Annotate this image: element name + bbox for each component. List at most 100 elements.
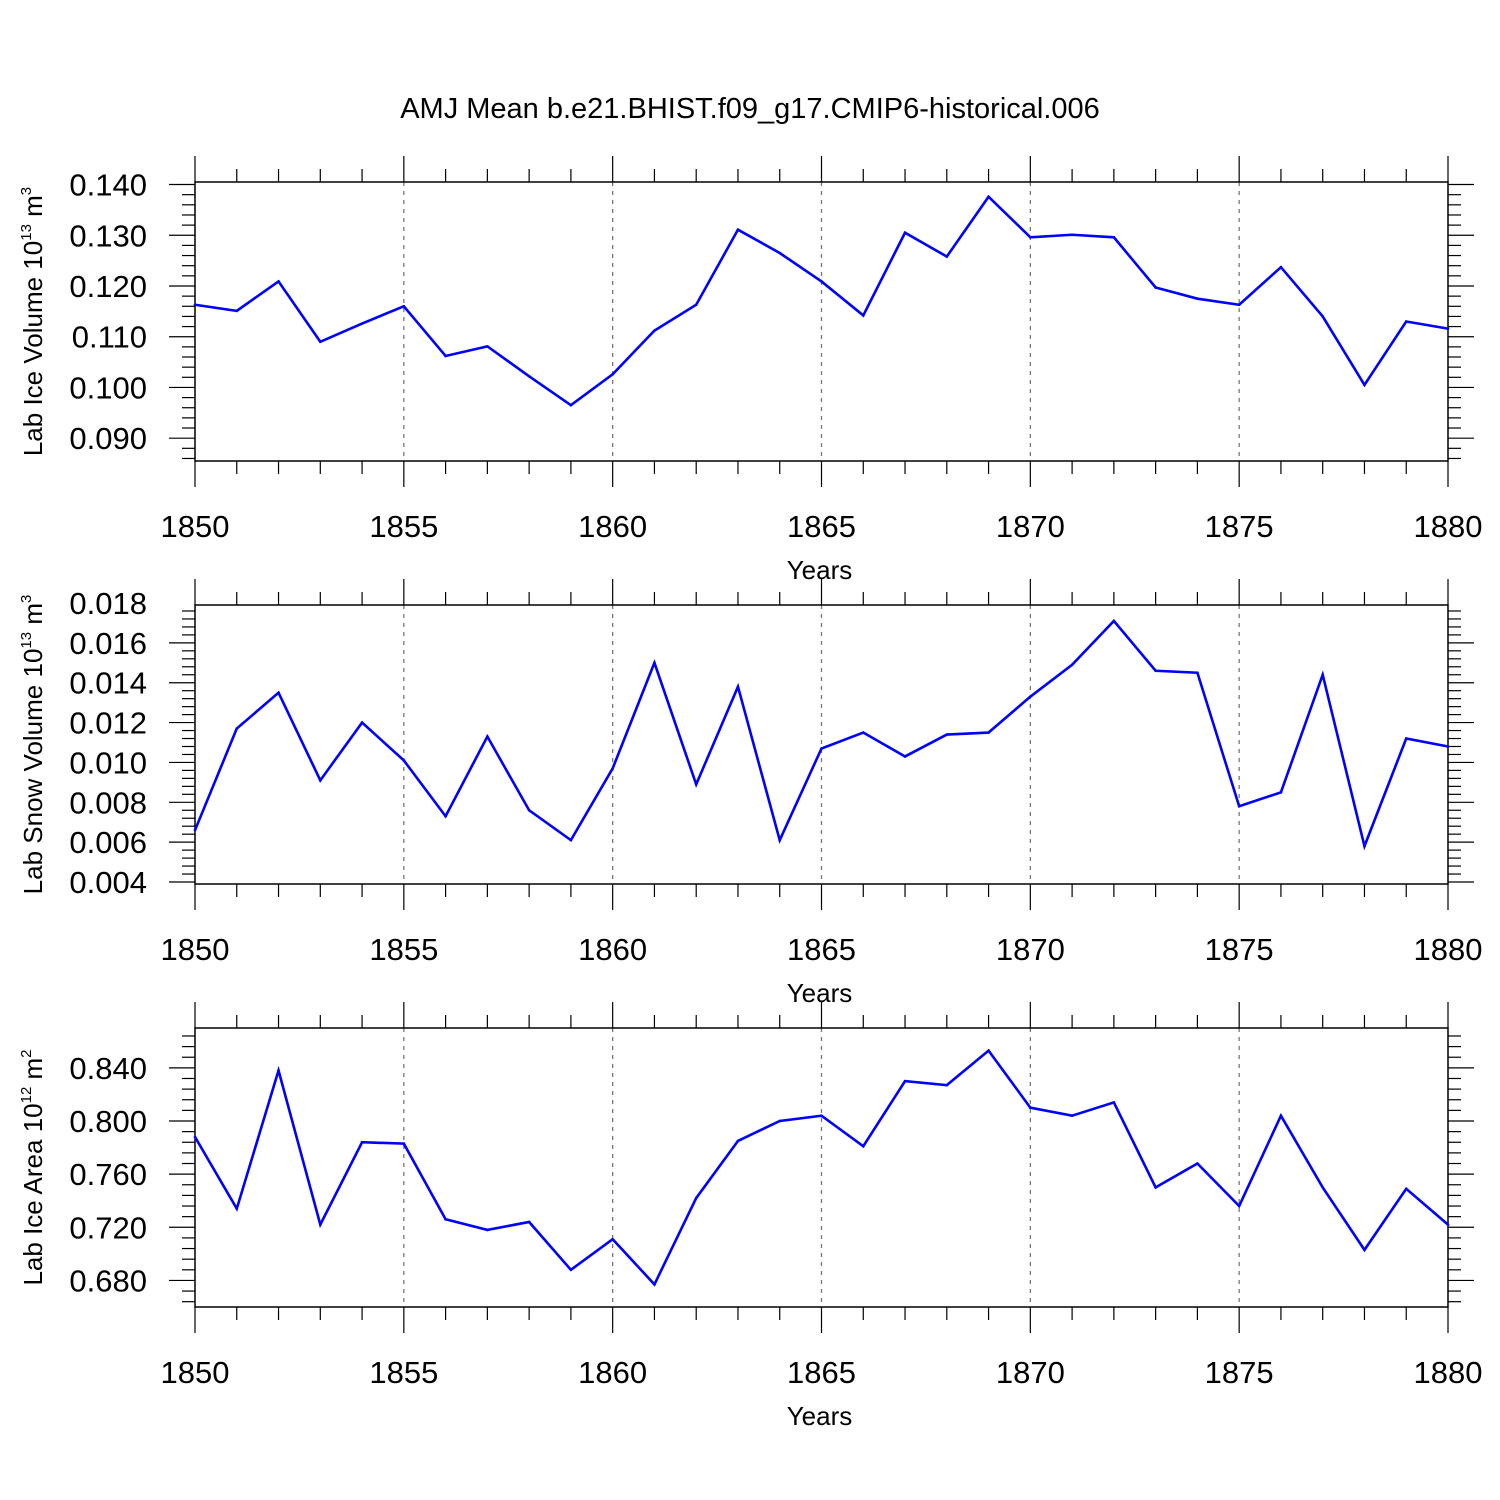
data-point	[444, 354, 447, 358]
x-tick-label: 1875	[1205, 1355, 1274, 1390]
data-point	[1404, 1187, 1408, 1191]
x-tick-label: 1870	[996, 932, 1065, 967]
data-point	[653, 661, 656, 665]
data-point	[694, 1196, 698, 1200]
x-tick-label: 1875	[1205, 509, 1274, 544]
data-point	[1446, 745, 1450, 748]
data-point	[1404, 737, 1408, 740]
data-point	[319, 340, 322, 344]
x-axis-label: Years	[787, 1401, 853, 1431]
y-tick-label: 0.004	[69, 865, 147, 900]
x-tick-label: 1860	[578, 932, 647, 967]
data-point	[444, 814, 447, 818]
data-point	[569, 838, 573, 842]
y-axis-label-text: Lab Ice Area 10	[18, 1103, 48, 1285]
data-point	[1446, 327, 1450, 330]
data-point	[360, 1140, 364, 1144]
data-point	[1279, 791, 1283, 794]
data-point	[1029, 695, 1032, 698]
data-point	[569, 403, 573, 407]
data-point	[1154, 669, 1157, 673]
data-point	[277, 691, 280, 694]
y-axis-label: Lab Ice Area 1012 m2	[18, 1049, 48, 1285]
y-tick-label: 0.006	[69, 825, 147, 860]
data-point	[402, 759, 406, 762]
data-point	[235, 309, 239, 313]
data-point	[945, 1083, 949, 1087]
data-point	[527, 374, 531, 378]
y-tick-label: 0.120	[69, 269, 147, 304]
data-point	[736, 1139, 740, 1143]
x-tick-label: 1860	[578, 1355, 647, 1390]
y-axis-label-superscript: 13	[18, 632, 35, 649]
y-tick-label: 0.130	[69, 218, 147, 253]
x-tick-label: 1850	[161, 509, 230, 544]
data-point	[1321, 1186, 1324, 1189]
data-point	[611, 767, 614, 770]
data-point	[486, 345, 489, 348]
data-point	[861, 314, 865, 317]
data-point	[694, 783, 698, 786]
data-point	[1196, 297, 1199, 300]
data-point	[945, 733, 949, 736]
y-axis-label: Lab Ice Volume 1013 m3	[18, 187, 48, 456]
data-point	[1154, 1186, 1157, 1189]
panel-1: 0.090 0.100 0.110 0.120 0.130 0.140 1850 1855 18…	[18, 156, 1482, 585]
data-point	[402, 1142, 406, 1145]
x-tick-label: 1865	[787, 509, 856, 544]
x-tick-label: 1880	[1414, 932, 1483, 967]
y-tick-label: 0.016	[69, 626, 147, 661]
x-tick-label: 1880	[1414, 1355, 1483, 1390]
x-tick-label: 1870	[996, 509, 1065, 544]
y-tick-label: 0.018	[69, 586, 147, 621]
data-point	[903, 1079, 907, 1083]
x-axis-label: Years	[787, 978, 853, 1008]
data-point	[360, 721, 364, 724]
data-point	[903, 231, 907, 235]
data-point	[1363, 1248, 1366, 1252]
data-point	[903, 755, 907, 758]
x-tick-label: 1850	[161, 1355, 230, 1390]
y-axis-label-text: Lab Snow Volume 10	[18, 649, 48, 895]
data-point	[1112, 1101, 1116, 1104]
data-point	[778, 1119, 782, 1123]
data-point	[1196, 1162, 1199, 1165]
data-point	[820, 1114, 823, 1117]
x-tick-label: 1870	[996, 1355, 1065, 1390]
y-tick-label: 0.100	[69, 370, 147, 405]
data-point	[277, 280, 280, 283]
data-point	[945, 255, 949, 258]
data-point	[569, 1268, 573, 1272]
data-point	[1321, 673, 1324, 677]
y-axis-label-text: m	[18, 1058, 48, 1087]
data-point	[1237, 303, 1241, 307]
panel-2: 0.004 0.006 0.008 0.010 0.012 0.014 0.016 0.018…	[18, 579, 1482, 1008]
y-tick-label: 0.840	[69, 1051, 147, 1086]
y-axis-label-text: m	[18, 603, 48, 632]
y-axis-label-superscript: 3	[18, 187, 35, 195]
data-point	[360, 322, 364, 325]
data-point	[1029, 1106, 1032, 1110]
data-point	[1404, 320, 1408, 323]
data-point	[1363, 383, 1366, 387]
chart-title: AMJ Mean b.e21.BHIST.f09_g17.CMIP6-histo…	[400, 93, 1100, 125]
y-axis-label-text: Lab Ice Volume 10	[18, 241, 48, 456]
x-axis-label: Years	[787, 555, 853, 585]
data-point	[1279, 1114, 1283, 1117]
data-point	[193, 1135, 197, 1139]
data-point	[861, 731, 865, 734]
data-point	[1446, 1223, 1450, 1226]
data-point	[319, 1223, 322, 1226]
data-point	[235, 1207, 239, 1210]
data-point	[820, 747, 823, 750]
x-tick-label: 1860	[578, 509, 647, 544]
x-tick-label: 1865	[787, 932, 856, 967]
data-point	[527, 1220, 531, 1224]
x-tick-label: 1865	[787, 1355, 856, 1390]
panel-3: 0.680 0.720 0.760 0.800 0.840 1850 1855 1860 186…	[18, 1002, 1482, 1431]
y-tick-label: 0.110	[72, 320, 147, 355]
y-tick-label: 0.012	[69, 706, 147, 741]
data-point	[1070, 233, 1074, 237]
data-point	[987, 731, 990, 734]
y-tick-label: 0.800	[69, 1104, 147, 1139]
